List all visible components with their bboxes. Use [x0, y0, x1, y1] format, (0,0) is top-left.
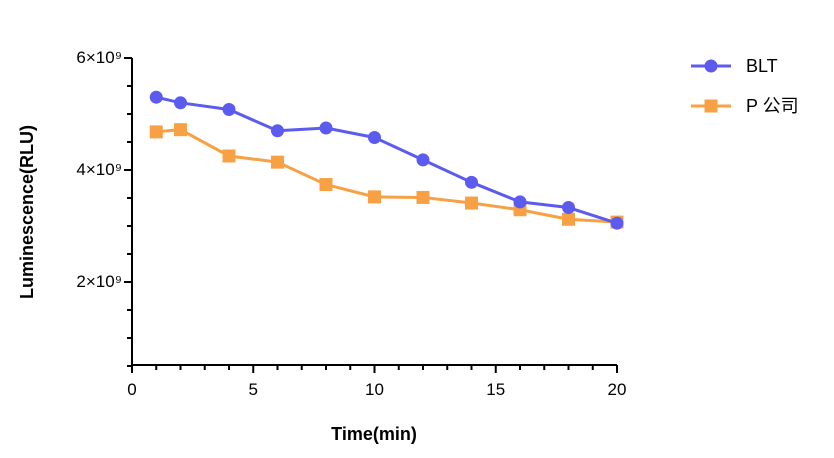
data-point	[368, 131, 381, 145]
data-point	[319, 178, 333, 192]
x-axis-title: Time(min)	[331, 424, 417, 444]
data-point	[174, 123, 187, 137]
data-point	[368, 190, 381, 204]
y-axis-title: Luminescence(RLU)	[17, 125, 37, 299]
legend-label: BLT	[746, 56, 778, 76]
legend: BLT P 公司	[691, 56, 799, 116]
data-point	[174, 96, 187, 110]
series-blt	[149, 90, 624, 230]
data-point	[149, 90, 163, 104]
data-point	[222, 103, 236, 117]
legend-item-p-company: P 公司	[691, 96, 799, 116]
data-point	[271, 124, 284, 138]
data-point	[319, 121, 333, 135]
legend-marker	[704, 99, 718, 113]
y-tick-label: 4×10⁹	[76, 160, 122, 179]
x-tick-label: 0	[127, 380, 136, 399]
y-tick-label: 2×10⁹	[76, 272, 122, 291]
legend-item-blt: BLT	[691, 56, 778, 76]
data-point	[149, 125, 163, 139]
data-series	[149, 90, 624, 230]
legend-marker	[704, 59, 718, 73]
x-tick-label: 10	[365, 380, 384, 399]
data-point	[465, 175, 478, 189]
data-point	[416, 190, 430, 204]
data-point	[416, 153, 430, 167]
y-tick-label: 6×10⁹	[76, 48, 122, 67]
data-point	[562, 201, 575, 215]
x-tick-label: 20	[608, 380, 627, 399]
data-point	[271, 155, 284, 169]
data-point	[222, 149, 236, 163]
x-tick-label: 5	[249, 380, 258, 399]
x-tick-label: 15	[486, 380, 505, 399]
axes: 2×10⁹ 4×10⁹ 6×10⁹ 0 5 10 15 20	[76, 48, 626, 399]
data-point	[465, 196, 478, 210]
data-point	[610, 216, 624, 230]
legend-label: P 公司	[746, 96, 799, 116]
data-point	[513, 195, 527, 209]
series-p-company	[149, 123, 624, 229]
data-point	[562, 212, 575, 226]
